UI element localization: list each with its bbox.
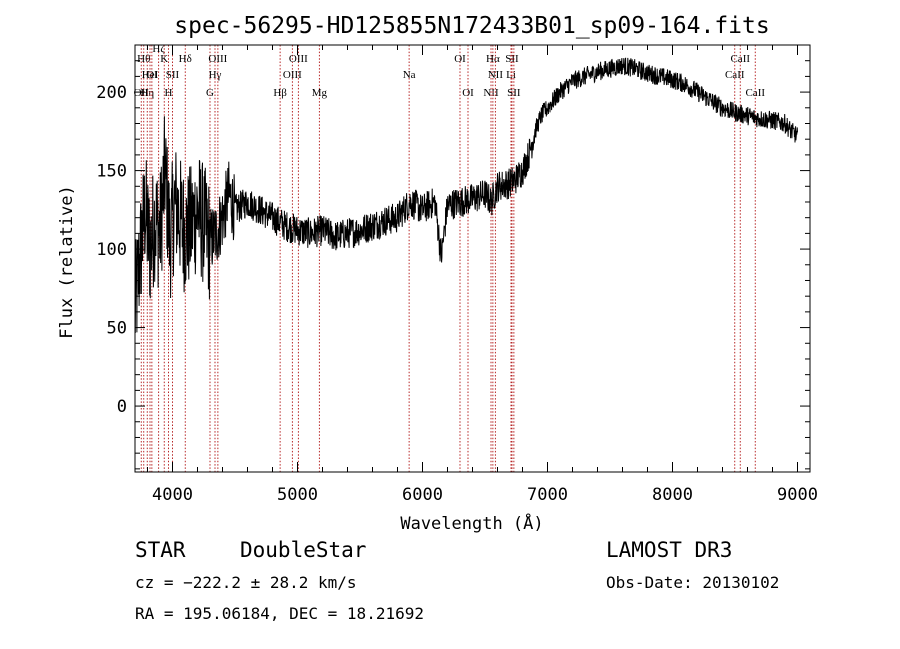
x-tick-label: 4000 <box>152 485 193 505</box>
x-tick-label: 5000 <box>277 485 318 505</box>
plot-frame <box>134 44 811 473</box>
spectral-line-label: Na <box>403 69 416 81</box>
spectral-line-label: Hθ <box>137 53 150 65</box>
object-subclass: DoubleStar <box>240 538 367 562</box>
spectral-line-label: H <box>165 87 173 99</box>
y-tick-label: 50 <box>107 319 127 339</box>
spectral-line-label: Hγ <box>209 69 222 81</box>
observation-date: Obs-Date: 20130102 <box>606 573 780 592</box>
y-tick-label: 150 <box>96 162 127 182</box>
object-class: STAR <box>135 538 186 562</box>
spectral-line-label: Hη <box>140 87 154 99</box>
x-tick-label: 9000 <box>777 485 818 505</box>
spectral-line-label: G <box>206 87 214 99</box>
spectral-line-label: Hβ <box>273 87 287 99</box>
spectral-line-label: Hζ <box>152 43 165 55</box>
spectral-line-label: Li <box>506 69 516 81</box>
spectral-line-label: OIII <box>208 53 227 65</box>
sky-coordinates: RA = 195.06184, DEC = 18.21692 <box>135 604 424 623</box>
spectral-line-label: NII <box>488 69 504 81</box>
spectral-line-label: OIII <box>283 69 302 81</box>
spectral-line-label: CaII <box>730 53 750 65</box>
spectral-line-label: SII <box>505 53 519 65</box>
y-tick-label: 0 <box>117 397 127 417</box>
spectral-line-label: CaII <box>745 87 765 99</box>
spectrum-series <box>134 57 798 334</box>
spectral-line-label: OI <box>454 53 466 65</box>
spectrum-line <box>134 57 798 334</box>
x-tick-label: 6000 <box>402 485 443 505</box>
spectral-line-label: SII <box>507 87 521 99</box>
spectral-line-markers: OIIHθHηHeIOIHζKHSIIHδGHγOIIIHβOIIIOIIIMg… <box>134 43 765 472</box>
spectral-line-label: HeI <box>142 69 159 81</box>
spectral-line-label: Mg <box>312 87 328 99</box>
y-tick-label: 100 <box>96 240 127 260</box>
spectral-line-label: Hα <box>486 53 500 65</box>
x-tick-label: 7000 <box>527 485 568 505</box>
x-axis-label: Wavelength (Å) <box>400 512 543 534</box>
redshift-velocity: cz = −222.2 ± 28.2 km/s <box>135 573 357 592</box>
x-tick-label: 8000 <box>652 485 693 505</box>
y-tick-label: 200 <box>96 83 127 103</box>
y-axis-label: Flux (relative) <box>57 185 77 339</box>
axes: 4000 5000 6000 7000 8000 9000 0 50 100 150 200 <box>96 44 818 505</box>
spectral-line-label: SII <box>166 69 180 81</box>
spectral-line-label: K <box>160 53 168 65</box>
spectral-line-label: NII <box>483 87 499 99</box>
spectral-line-label: Hδ <box>179 53 192 65</box>
spectral-line-label: OI <box>146 69 158 81</box>
survey-name: LAMOST DR3 <box>606 538 733 562</box>
spectral-line-label: OIII <box>289 53 308 65</box>
chart-title: spec-56295-HD125855N172433B01_sp09-164.f… <box>174 13 769 39</box>
spectral-line-label: OI <box>462 87 474 99</box>
spectral-line-label: OII <box>134 87 150 99</box>
spectral-line-label: CaII <box>725 69 745 81</box>
